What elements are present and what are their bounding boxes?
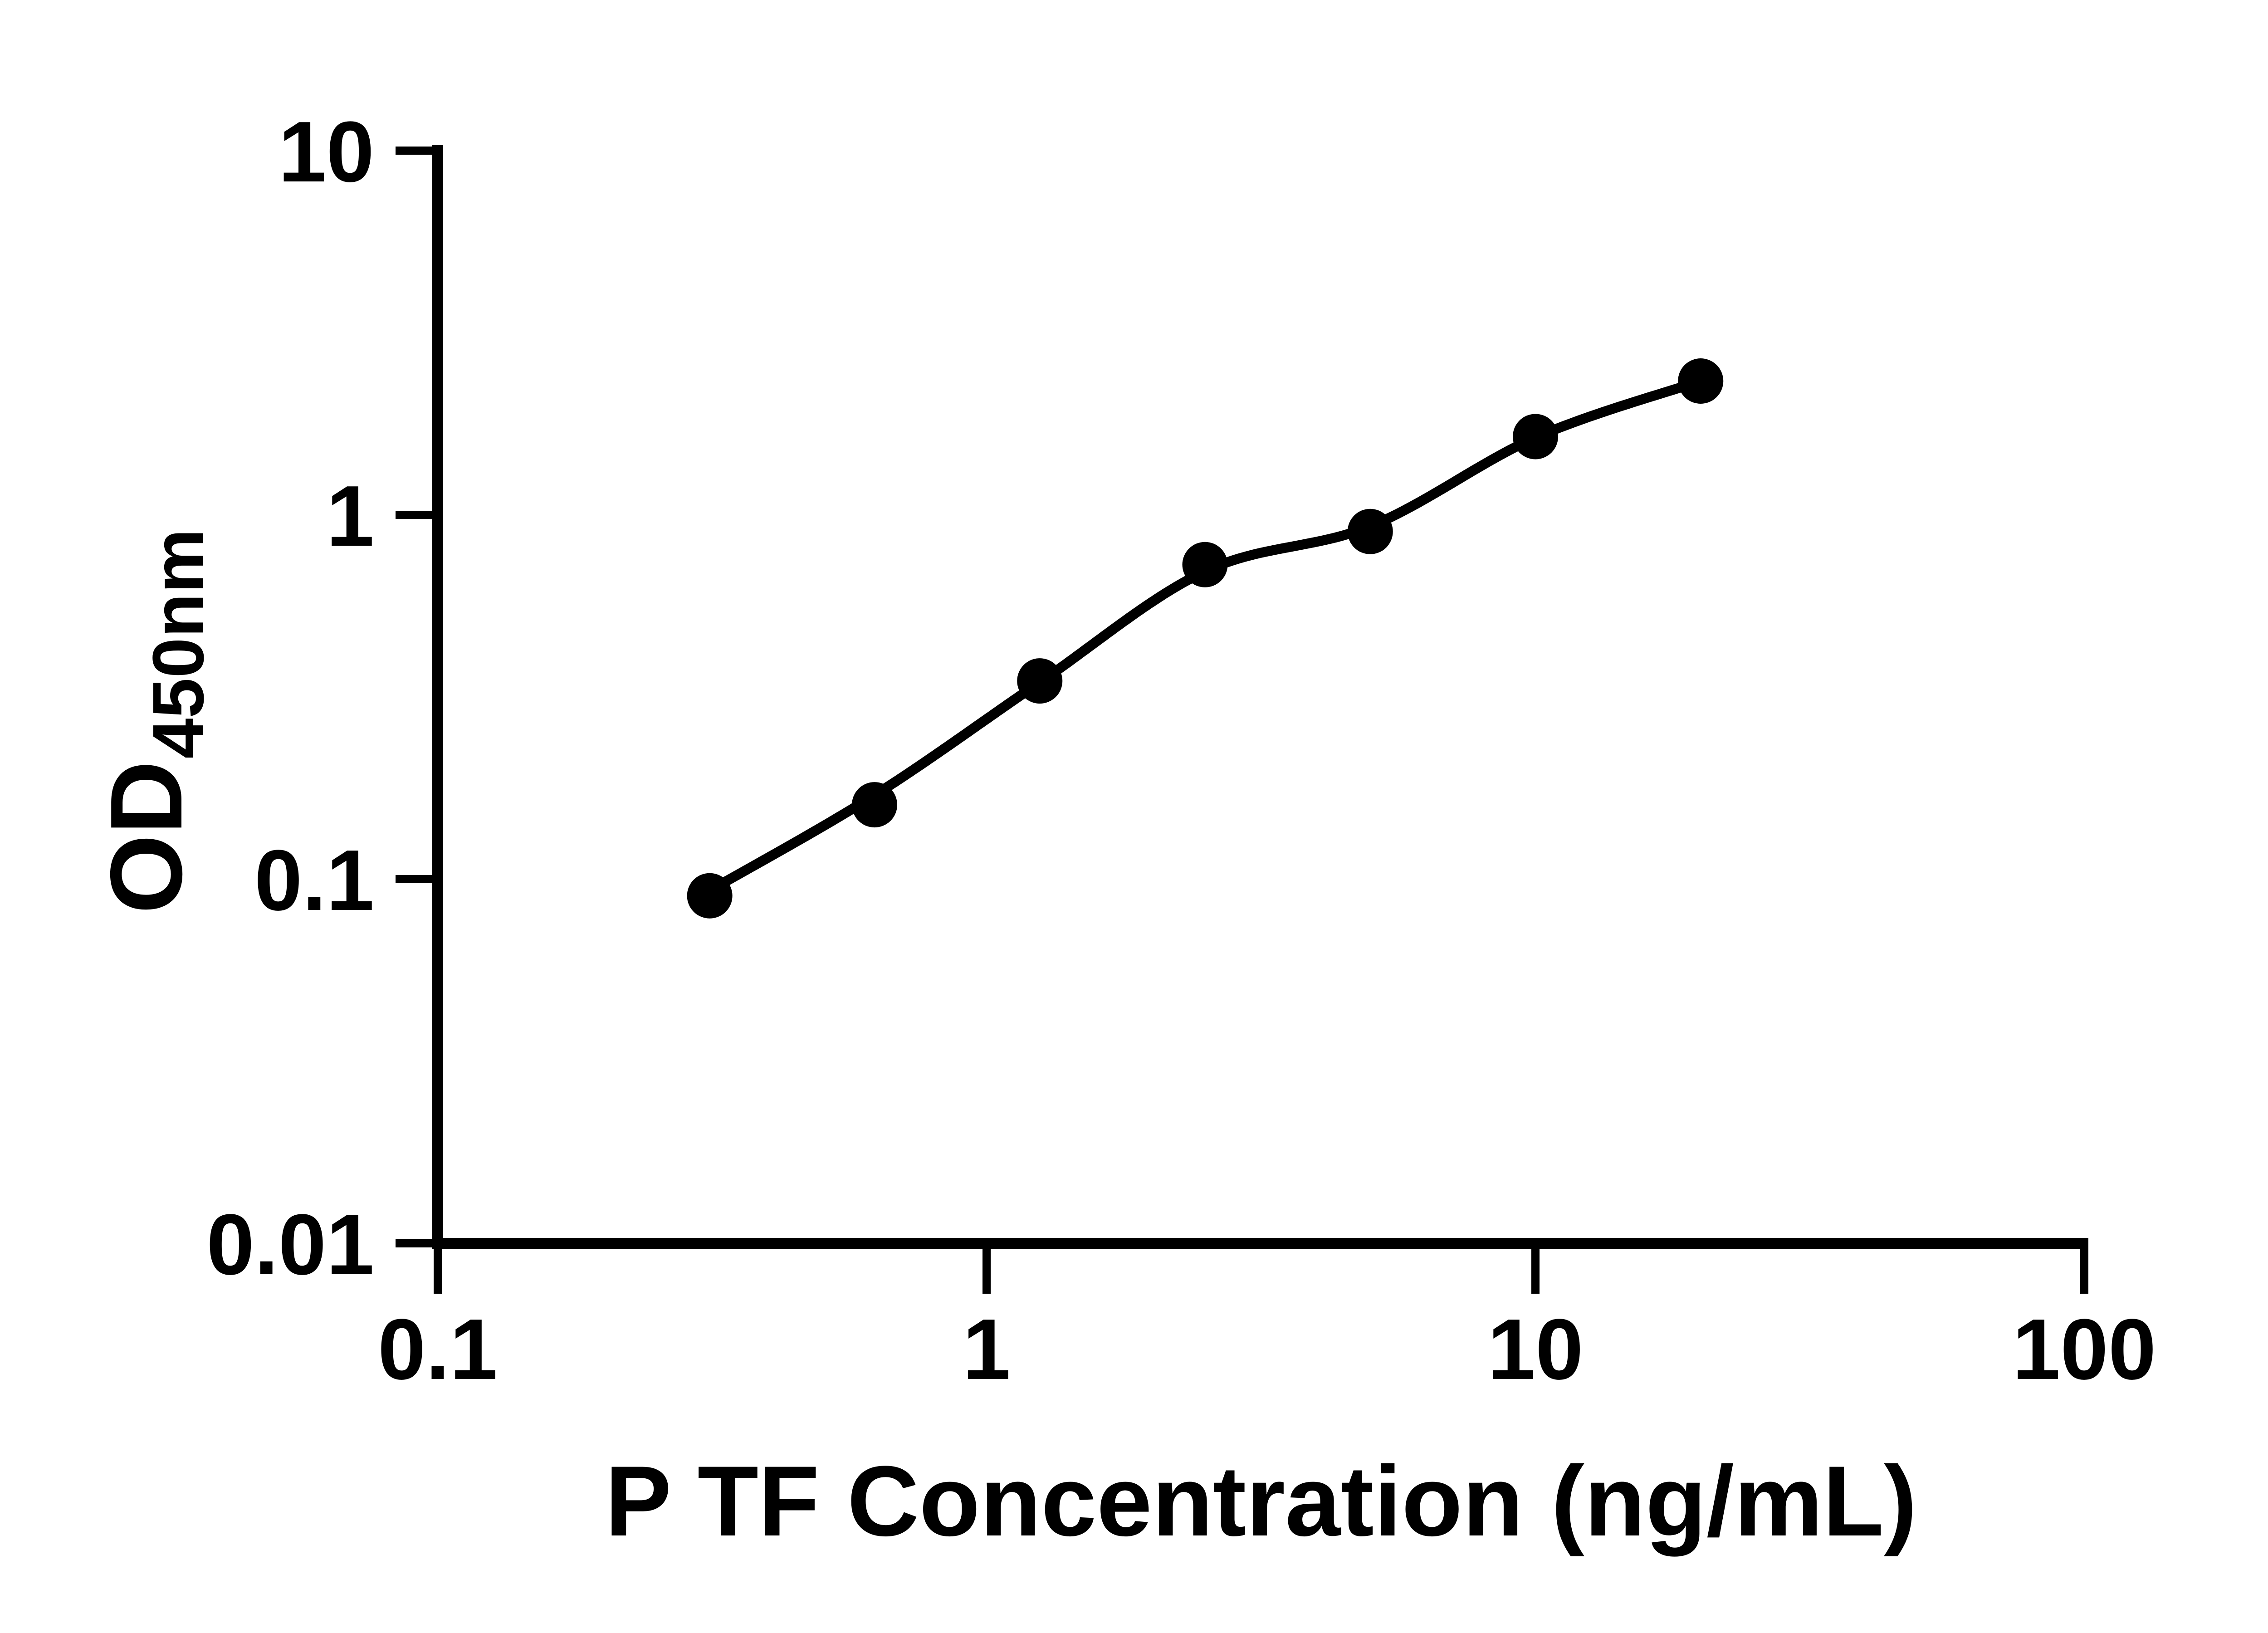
- x-tick-label: 0.1: [378, 1301, 498, 1398]
- y-axis-title-subscript: 450nm: [137, 529, 219, 759]
- data-points: [687, 358, 1724, 919]
- y-tick-label: 0.01: [206, 1197, 374, 1293]
- x-tick-label: 100: [2012, 1301, 2156, 1398]
- y-tick-labels: 10 1 0.1 0.01: [206, 104, 374, 1293]
- data-point: [1347, 508, 1393, 554]
- y-tick-label: 10: [279, 104, 374, 200]
- data-point: [1678, 358, 1724, 404]
- x-tick-labels: 0.1 1 10 100: [378, 1301, 2156, 1398]
- axes-lines: [432, 145, 2088, 1249]
- y-tick-label: 1: [326, 468, 374, 564]
- data-point: [687, 873, 733, 919]
- x-tick-label: 1: [963, 1301, 1011, 1398]
- y-axis-title: OD 450nm: [89, 529, 219, 914]
- data-point: [1513, 414, 1558, 460]
- data-point: [1182, 542, 1228, 587]
- axis-ticks: [396, 147, 2088, 1294]
- y-axis-title-main: OD: [89, 761, 203, 914]
- data-point: [852, 782, 898, 828]
- x-tick-label: 10: [1487, 1301, 1583, 1398]
- data-point: [1017, 658, 1063, 704]
- y-tick-label: 0.1: [254, 832, 374, 929]
- x-axis-title: P TF Concentration (ng/mL): [605, 1445, 1917, 1557]
